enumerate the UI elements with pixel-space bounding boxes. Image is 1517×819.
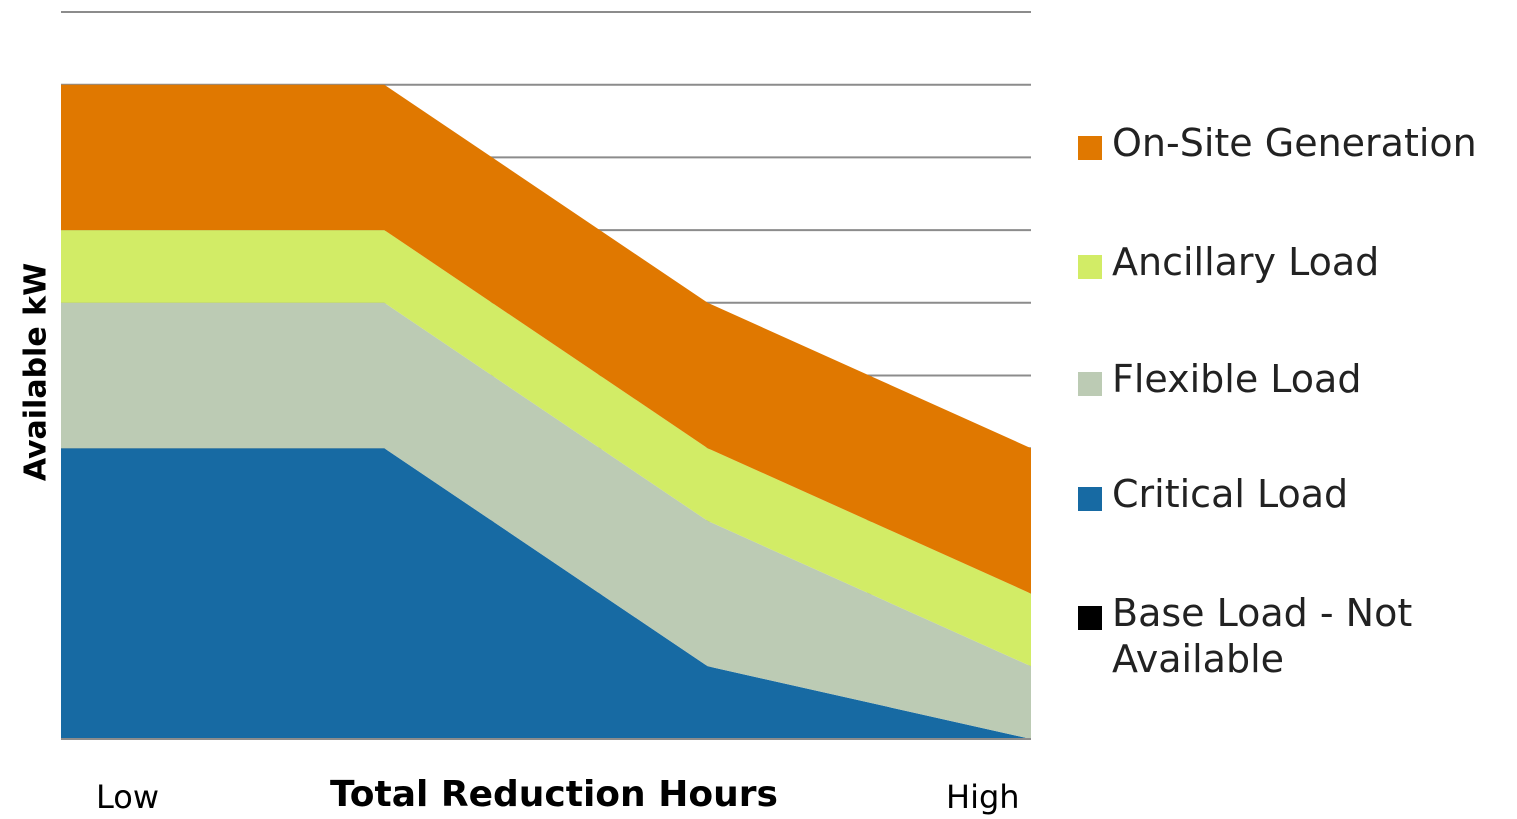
legend-label-ancillary-load: Ancillary Load (1112, 240, 1380, 284)
legend-label-flexible-load: Flexible Load (1112, 357, 1362, 401)
x-axis-label: Total Reduction Hours (330, 774, 778, 815)
legend-swatch-on-site-generation (1078, 136, 1102, 160)
legend-swatch-critical-load (1078, 487, 1102, 511)
legend-label-on-site-generation: On-Site Generation (1112, 121, 1477, 165)
area-series (61, 84, 1031, 739)
x-tick-high: High (946, 778, 1020, 816)
legend-item-base-load: Base Load - Not Available (1078, 590, 1512, 682)
legend-item-flexible-load: Flexible Load (1078, 356, 1512, 402)
legend-swatch-base-load (1078, 606, 1102, 630)
area-ancillary-load (61, 230, 1031, 667)
area-critical-load (61, 448, 1031, 739)
legend-swatch-ancillary-load (1078, 255, 1102, 279)
legend-label-base-load: Base Load - Not Available (1112, 591, 1413, 681)
area-flexible-load (61, 302, 1031, 739)
y-axis-label: Available kW (18, 262, 54, 482)
x-tick-low: Low (96, 778, 160, 816)
legend-label-critical-load: Critical Load (1112, 472, 1349, 516)
legend-item-on-site-generation: On-Site Generation (1078, 120, 1512, 166)
legend-item-ancillary-load: Ancillary Load (1078, 239, 1512, 285)
legend-swatch-flexible-load (1078, 372, 1102, 396)
legend-item-critical-load: Critical Load (1078, 471, 1512, 517)
area-on-site-generation (61, 84, 1031, 594)
